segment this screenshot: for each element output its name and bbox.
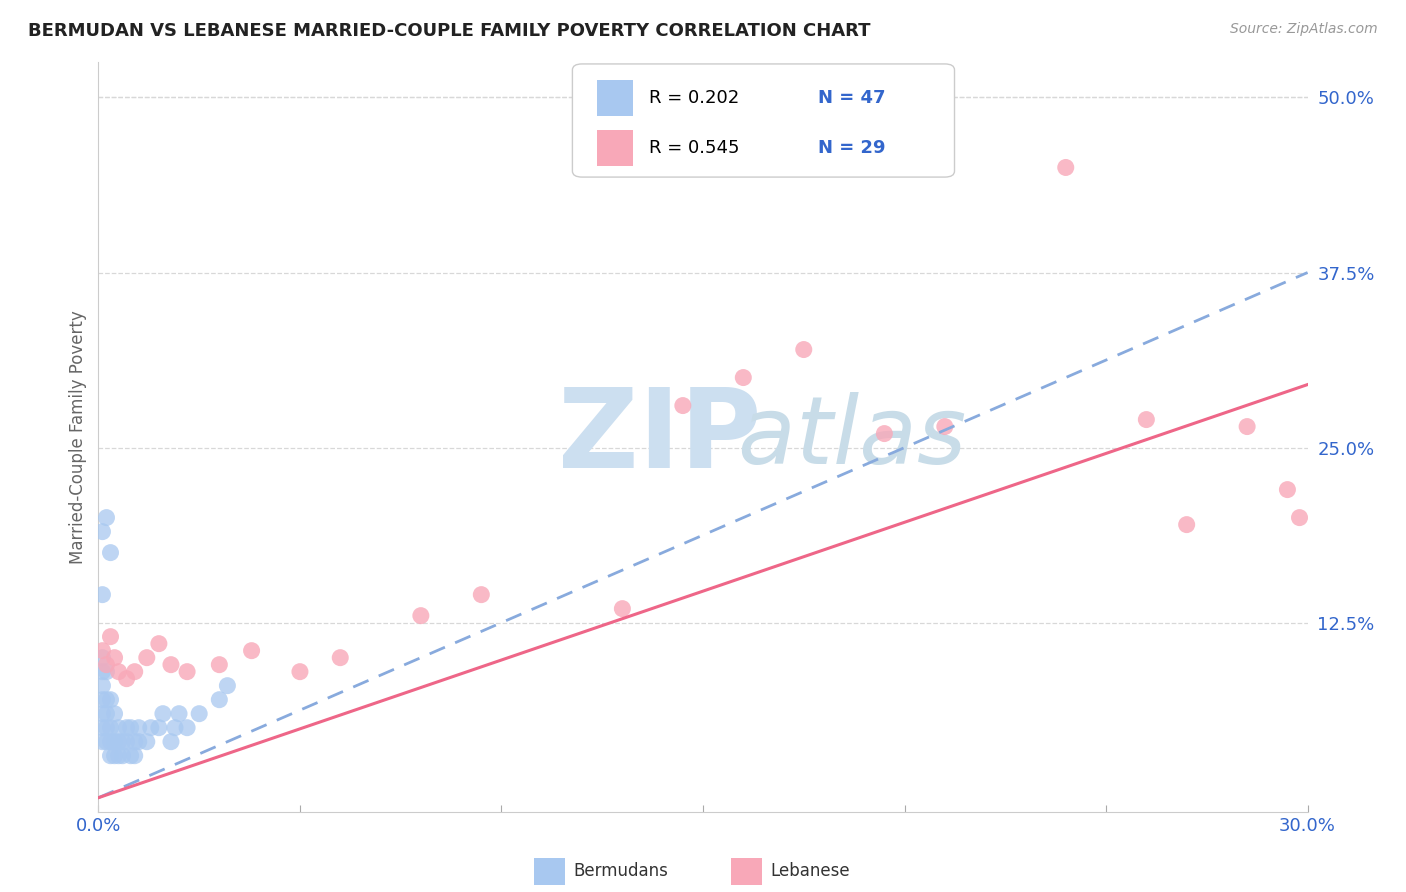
Point [167,706,190,721]
Point [240,643,263,657]
Point [1175,517,1198,532]
Point [873,426,896,441]
Point [103,706,125,721]
Point [217,679,239,693]
Point [934,419,956,434]
Point [91,588,114,602]
Point [1236,419,1258,434]
Point [176,665,198,679]
Point [91,665,114,679]
Point [128,734,150,748]
Point [148,721,170,735]
Point [672,399,695,413]
Point [120,721,142,735]
Point [100,721,122,735]
Point [733,370,755,384]
Point [135,650,157,665]
Point [208,692,231,706]
Point [329,650,352,665]
Text: R = 0.545: R = 0.545 [648,139,740,157]
Point [128,721,150,735]
Point [100,692,122,706]
Point [100,546,122,560]
Point [139,721,162,735]
Point [91,679,114,693]
Point [107,721,129,735]
Point [107,734,129,748]
Point [91,734,114,748]
Point [103,650,125,665]
Text: ZIP: ZIP [558,384,761,491]
Point [91,643,114,657]
Point [96,657,118,672]
Point [120,748,142,763]
Point [1277,483,1299,497]
Point [124,734,146,748]
Point [1135,412,1157,426]
Point [96,692,118,706]
Point [91,524,114,539]
Point [115,734,138,748]
Point [96,734,118,748]
Point [96,706,118,721]
Point [163,721,186,735]
Point [96,721,118,735]
Point [208,657,231,672]
Point [91,692,114,706]
Point [103,734,125,748]
Point [160,734,183,748]
Point [793,343,815,357]
Point [107,748,129,763]
Point [135,734,157,748]
Text: BERMUDAN VS LEBANESE MARRIED-COUPLE FAMILY POVERTY CORRELATION CHART: BERMUDAN VS LEBANESE MARRIED-COUPLE FAMI… [28,22,870,40]
Point [188,706,211,721]
Point [1054,161,1077,175]
Point [91,721,114,735]
Point [176,721,198,735]
Point [124,748,146,763]
Point [103,748,125,763]
Point [111,734,134,748]
Point [288,665,311,679]
Point [100,748,122,763]
Point [107,665,129,679]
Point [91,650,114,665]
Point [124,665,146,679]
Point [115,672,138,686]
Text: N = 29: N = 29 [818,139,886,157]
Text: Bermudans: Bermudans [574,863,668,880]
Point [612,601,634,615]
Point [1288,510,1310,524]
Text: Lebanese: Lebanese [770,863,851,880]
Point [100,630,122,644]
Point [96,665,118,679]
Point [409,608,432,623]
Text: R = 0.202: R = 0.202 [648,88,738,107]
Text: Source: ZipAtlas.com: Source: ZipAtlas.com [1230,22,1378,37]
Y-axis label: Married-Couple Family Poverty: Married-Couple Family Poverty [69,310,87,564]
Text: atlas: atlas [558,392,966,483]
Point [152,706,174,721]
Point [160,657,183,672]
Point [100,734,122,748]
Point [96,510,118,524]
Point [148,637,170,651]
FancyBboxPatch shape [596,79,633,116]
Point [111,748,134,763]
Text: N = 47: N = 47 [818,88,886,107]
Point [115,721,138,735]
FancyBboxPatch shape [596,130,633,166]
Point [91,706,114,721]
FancyBboxPatch shape [572,64,955,178]
Point [470,588,492,602]
